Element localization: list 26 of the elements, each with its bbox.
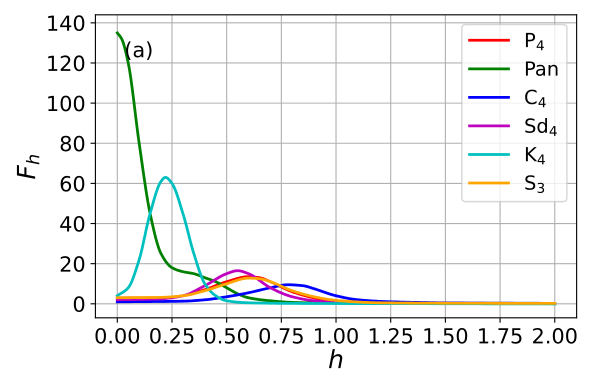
legend-label: Pan — [526, 61, 558, 76]
x-tick-label: 1.50 — [424, 328, 468, 344]
x-tick-label: 0.50 — [204, 328, 248, 344]
y-tick-label: 100 — [48, 96, 84, 112]
x-tick-label: 1.00 — [315, 328, 358, 344]
y-tick-label: 80 — [60, 136, 84, 152]
x-tick-label: 1.25 — [370, 328, 412, 344]
legend-label: P$_{4}$ — [526, 32, 544, 50]
x-axis-title: h — [328, 349, 342, 368]
x-tick-label: 1.75 — [479, 328, 522, 344]
y-tick-label: 140 — [48, 15, 84, 32]
x-tick-label: 0.75 — [260, 328, 303, 344]
x-tick-label: 0.25 — [150, 328, 194, 344]
x-tick-label: 2.00 — [533, 328, 577, 344]
y-tick-label: 0 — [74, 296, 84, 312]
x-tick-label: 0.00 — [95, 328, 140, 344]
y-axis-title: F$_{h}$ — [16, 155, 40, 179]
y-tick-label: 40 — [60, 216, 84, 232]
legend-label: S$_{3}$ — [525, 175, 544, 194]
legend-label: Sd$_{4}$ — [525, 118, 557, 136]
annotation: (a) — [126, 41, 152, 60]
y-tick-label: 120 — [48, 55, 84, 72]
legend-label: K$_{4}$ — [526, 147, 545, 164]
y-tick-label: 20 — [60, 256, 84, 272]
legend-label: C$_{4}$ — [525, 90, 546, 108]
y-tick-label: 60 — [60, 176, 84, 192]
